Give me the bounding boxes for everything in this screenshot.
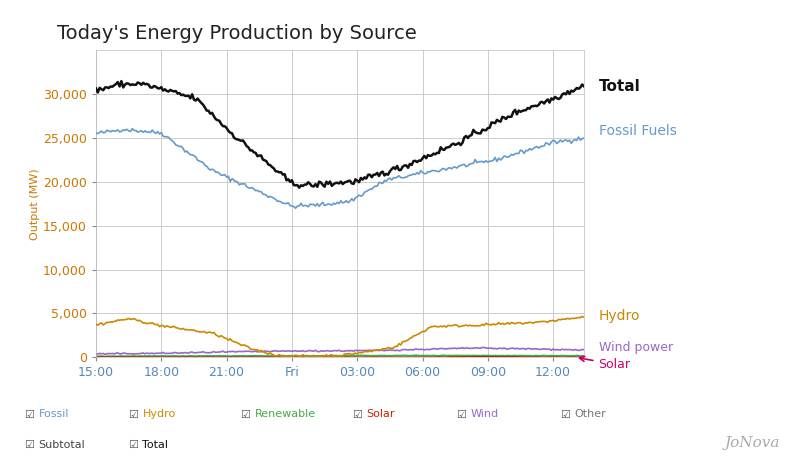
Text: ☑: ☑ [240,409,250,420]
Text: Subtotal: Subtotal [38,440,85,450]
Text: Total: Total [142,440,169,450]
Text: ☑: ☑ [24,409,34,420]
Text: Total: Total [598,79,640,94]
Text: Fossil: Fossil [38,409,69,420]
Text: Hydro: Hydro [142,409,176,420]
Text: ☑: ☑ [352,409,362,420]
Text: Wind: Wind [470,409,498,420]
Text: Fossil Fuels: Fossil Fuels [598,124,676,138]
Text: Solar: Solar [579,356,630,371]
Text: Today's Energy Production by Source: Today's Energy Production by Source [57,24,417,43]
Text: Renewable: Renewable [254,409,315,420]
Text: ☑: ☑ [24,440,34,450]
Text: Solar: Solar [366,409,395,420]
Text: JoNova: JoNova [725,436,780,450]
Text: ☑: ☑ [128,440,138,450]
Text: ☑: ☑ [128,409,138,420]
Text: Other: Other [574,409,606,420]
Text: ☑: ☑ [456,409,466,420]
Text: Hydro: Hydro [598,309,640,323]
Text: ☑: ☑ [560,409,570,420]
Y-axis label: Output (MW): Output (MW) [30,168,40,240]
Text: Wind power: Wind power [598,341,673,354]
